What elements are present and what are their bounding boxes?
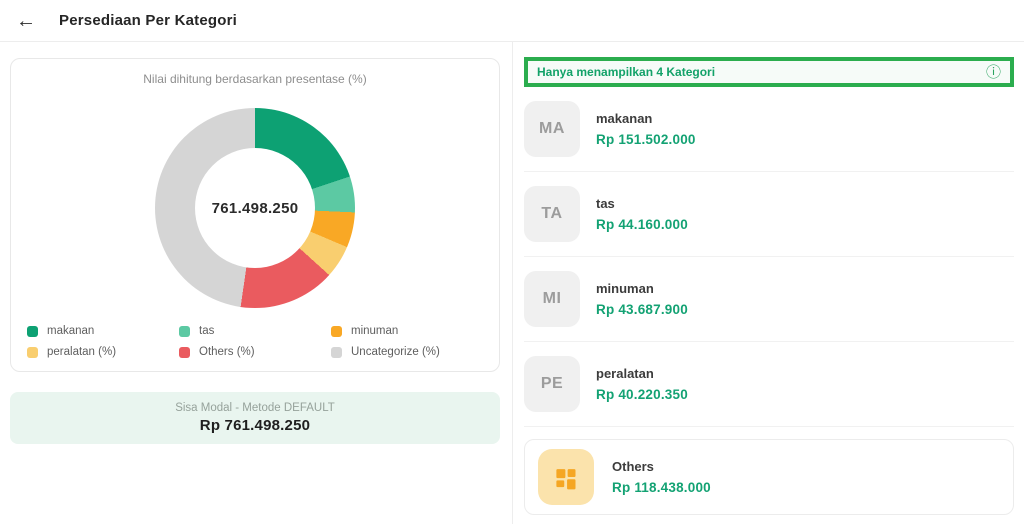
legend-label: Uncategorize (%) [351, 346, 440, 358]
others-value: Rp 118.438.000 [612, 480, 711, 495]
category-texts: peralatan Rp 40.220.350 [596, 366, 688, 402]
category-texts: makanan Rp 151.502.000 [596, 111, 696, 147]
category-row[interactable]: MA makanan Rp 151.502.000 [524, 87, 1014, 172]
category-name: tas [596, 196, 615, 211]
category-avatar: MI [524, 271, 580, 327]
donut-hole: 761.498.250 [195, 148, 315, 268]
others-card[interactable]: Others Rp 118.438.000 [524, 439, 1014, 515]
grid-icon [538, 449, 594, 505]
donut-center-value: 761.498.250 [211, 199, 299, 217]
category-list: MA makanan Rp 151.502.000 TA tas Rp 44.160.00… [524, 87, 1014, 427]
category-texts: minuman Rp 43.687.900 [596, 281, 688, 317]
legend-label: makanan [47, 325, 95, 337]
legend-swatch [27, 325, 38, 337]
chart-legend: makanan tas minuman peralatan (%) Others (%)… [27, 325, 483, 358]
page-title: Persediaan Per Kategori [59, 12, 238, 29]
category-panel: Hanya menampilkan 4 Kategori ⓘ MA makanan… [512, 42, 1024, 524]
category-name: makanan [596, 111, 653, 126]
main-content: Nilai dihitung berdasarkan presentase (%… [0, 42, 1024, 524]
legend-item[interactable]: Others (%) [179, 346, 331, 358]
others-texts: Others Rp 118.438.000 [612, 459, 711, 495]
legend-swatch [179, 325, 190, 337]
info-icon[interactable]: ⓘ [985, 63, 1001, 81]
legend-swatch [331, 325, 342, 337]
back-button[interactable]: ← [16, 9, 36, 32]
category-row[interactable]: TA tas Rp 44.160.000 [524, 172, 1014, 257]
chart-subtitle: Nilai dihitung berdasarkan presentase (%… [143, 72, 367, 86]
legend-item[interactable]: minuman [331, 325, 483, 337]
category-value: Rp 44.160.000 [596, 217, 688, 232]
category-name: minuman [596, 281, 654, 296]
legend-item[interactable]: Uncategorize (%) [331, 346, 483, 358]
category-avatar: MA [524, 101, 580, 157]
category-avatar: TA [524, 186, 580, 242]
top-bar: ← Persediaan Per Kategori [0, 0, 1024, 42]
category-value: Rp 40.220.350 [596, 387, 688, 402]
chart-card: Nilai dihitung berdasarkan presentase (%… [10, 58, 500, 372]
legend-swatch [179, 346, 190, 358]
category-row[interactable]: MI minuman Rp 43.687.900 [524, 257, 1014, 342]
legend-item[interactable]: makanan [27, 325, 179, 337]
category-value: Rp 43.687.900 [596, 302, 688, 317]
donut-ring: 761.498.250 [155, 108, 355, 308]
legend-label: peralatan (%) [47, 346, 117, 358]
category-name: peralatan [596, 366, 654, 381]
category-texts: tas Rp 44.160.000 [596, 196, 688, 232]
legend-swatch [331, 346, 342, 358]
legend-swatch [27, 346, 38, 358]
category-row[interactable]: PE peralatan Rp 40.220.350 [524, 342, 1014, 427]
category-avatar: PE [524, 356, 580, 412]
chart-column: Nilai dihitung berdasarkan presentase (%… [0, 42, 512, 524]
legend-item[interactable]: tas [179, 325, 331, 337]
summary-card: Sisa Modal - Metode DEFAULT Rp 761.498.2… [10, 392, 500, 444]
summary-value: Rp 761.498.250 [199, 417, 311, 434]
summary-label: Sisa Modal - Metode DEFAULT [175, 402, 335, 414]
legend-item[interactable]: peralatan (%) [27, 346, 179, 358]
legend-label: tas [199, 325, 215, 337]
others-name: Others [612, 459, 654, 474]
banner-text: Hanya menampilkan 4 Kategori [537, 65, 716, 79]
category-filter-banner[interactable]: Hanya menampilkan 4 Kategori ⓘ [524, 57, 1014, 87]
legend-label: Others (%) [199, 346, 255, 358]
legend-label: minuman [351, 325, 399, 337]
category-value: Rp 151.502.000 [596, 132, 696, 147]
